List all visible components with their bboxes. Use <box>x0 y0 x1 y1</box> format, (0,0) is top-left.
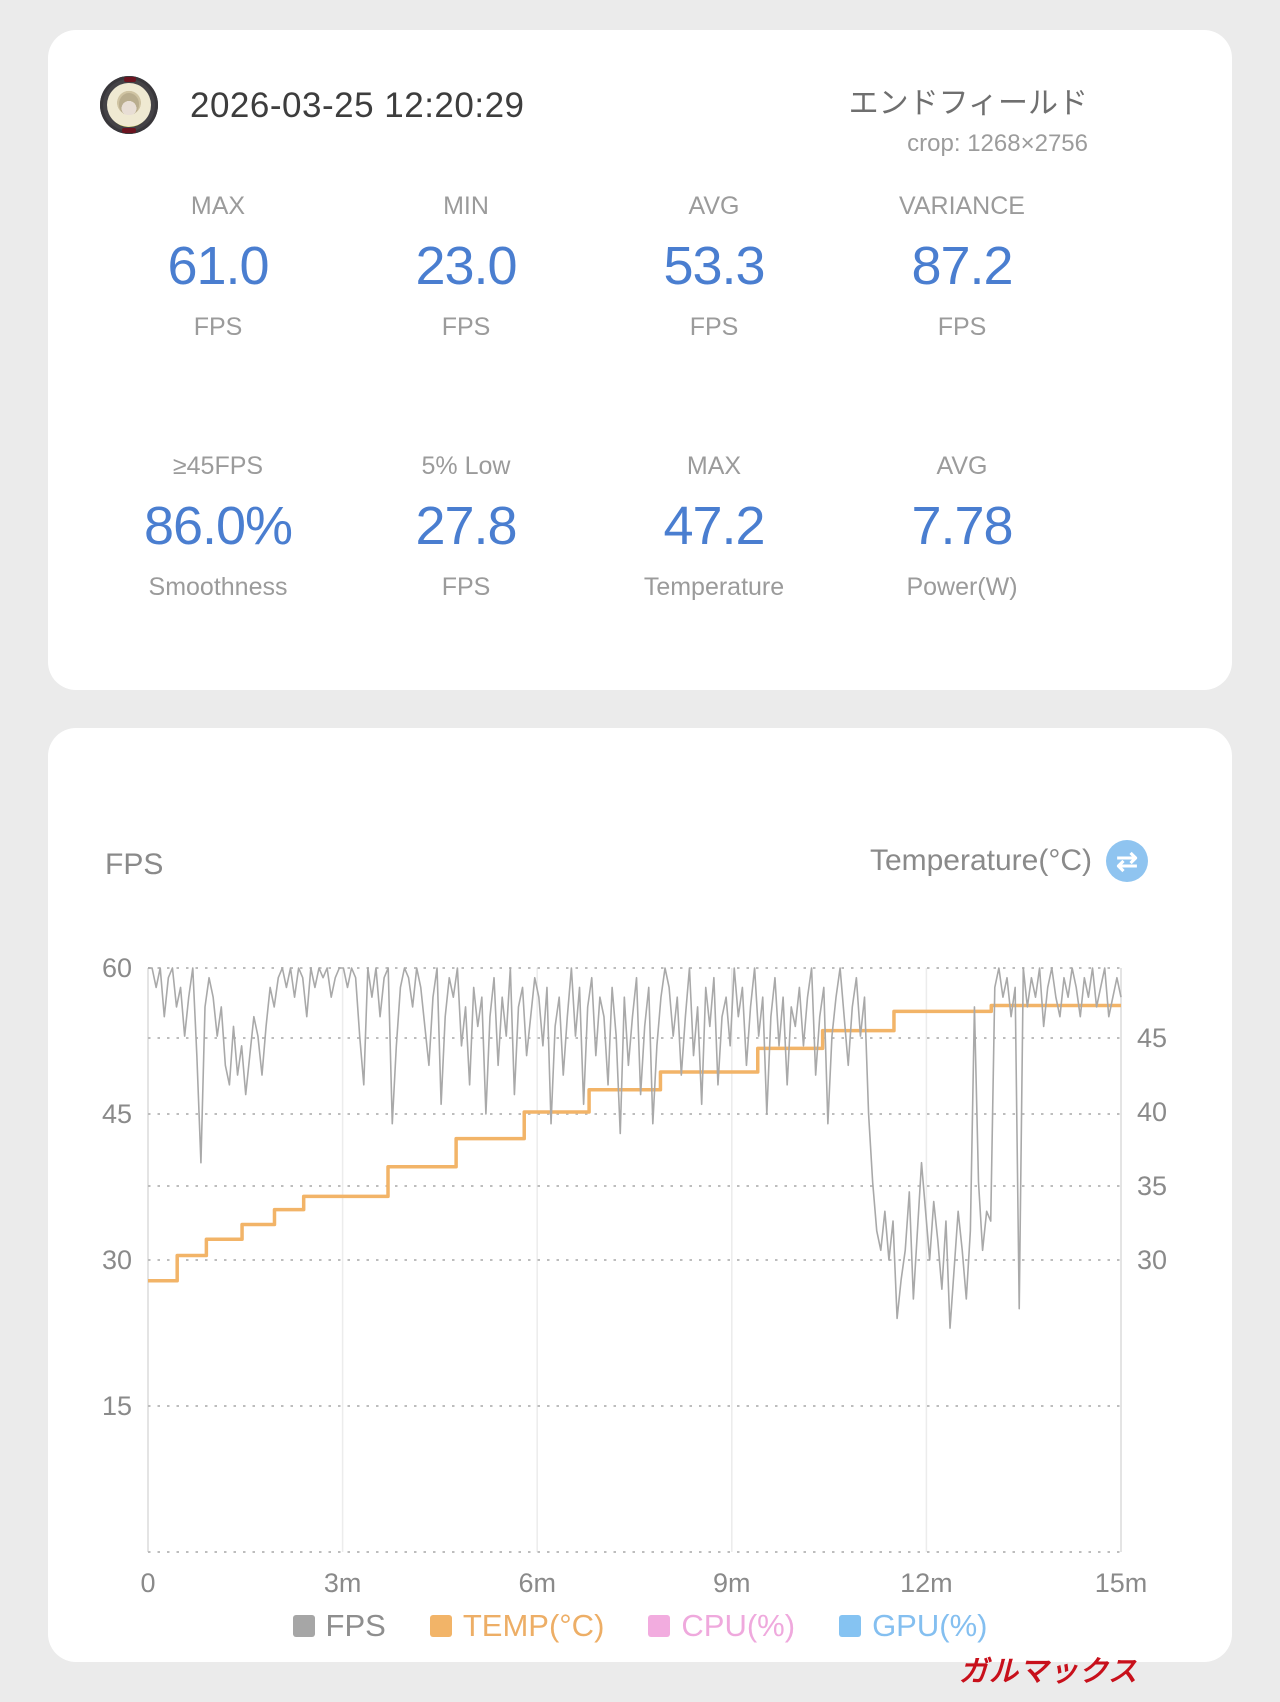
svg-text:12m: 12m <box>900 1568 953 1598</box>
stat-label: VARIANCE <box>899 192 1025 220</box>
stat-unit: Power(W) <box>906 573 1018 601</box>
svg-text:30: 30 <box>1137 1245 1167 1275</box>
svg-text:0: 0 <box>140 1568 155 1598</box>
legend-swatch <box>429 1615 452 1637</box>
stat-unit: Temperature <box>643 573 785 601</box>
stat-unit: FPS <box>689 313 739 341</box>
legend-label: FPS <box>325 1608 386 1643</box>
stat-value: 7.78 <box>911 496 1013 556</box>
stat-label: 5% Low <box>421 452 511 480</box>
stat-value: 53.3 <box>663 236 765 296</box>
performance-chart: 60 45 30 15 45 40 35 30 0 3m 6m 9m 12m 15m <box>102 953 1167 1598</box>
watermark: ガルマックス <box>958 1656 1138 1688</box>
stat-unit: FPS <box>441 573 491 601</box>
app-icon <box>100 76 158 134</box>
app-icon-accent-bottom <box>122 128 136 133</box>
crop-resolution-info: crop: 1268×2756 <box>907 130 1088 157</box>
chart-legend: FPS TEMP(°C) CPU(%) GPU(%) <box>48 1608 1232 1644</box>
legend-label: GPU(%) <box>872 1608 988 1643</box>
stat-value: 47.2 <box>663 496 765 556</box>
legend-label: TEMP(°C) <box>462 1608 605 1643</box>
stat-avg-power: AVG 7.78 Power(W) <box>838 452 1086 602</box>
legend-swatch <box>292 1615 315 1637</box>
stats-card: 2026-03-25 12:20:29 エンドフィールド crop: 1268×… <box>48 30 1232 690</box>
stat-unit: FPS <box>193 313 243 341</box>
legend-item-tempc[interactable]: TEMP(°C) <box>429 1608 605 1644</box>
stat-label: AVG <box>936 452 988 480</box>
stat-avg-fps: AVG 53.3 FPS <box>590 192 838 342</box>
stat-smoothness: ≥45FPS 86.0% Smoothness <box>94 452 342 602</box>
svg-text:9m: 9m <box>713 1568 751 1598</box>
legend-swatch <box>648 1615 671 1637</box>
legend-item-fps[interactable]: FPS <box>292 1608 386 1644</box>
app-title: エンドフィールド <box>848 87 1088 120</box>
app-icon-character <box>119 93 139 115</box>
right-axis-title: Temperature(°C) <box>869 844 1092 877</box>
stat-max-fps: MAX 61.0 FPS <box>94 192 342 342</box>
stats-row-1: MAX 61.0 FPS MIN 23.0 FPS AVG 53.3 FPS V… <box>94 192 1086 342</box>
stat-5pct-low: 5% Low 27.8 FPS <box>342 452 590 602</box>
stat-label: MIN <box>443 192 489 220</box>
svg-text:30: 30 <box>102 1245 132 1275</box>
record-datetime: 2026-03-25 12:20:29 <box>190 86 525 125</box>
stat-unit: FPS <box>937 313 987 341</box>
swap-arrows-icon: ⇄ <box>1116 845 1138 876</box>
stat-label: MAX <box>686 452 742 480</box>
legend-swatch <box>839 1615 862 1637</box>
left-axis-title: FPS <box>105 848 164 881</box>
legend-item-cpu[interactable]: CPU(%) <box>648 1608 795 1644</box>
app-icon-accent <box>124 77 136 82</box>
svg-text:35: 35 <box>1137 1171 1167 1201</box>
stat-value: 61.0 <box>167 236 269 296</box>
stat-min-fps: MIN 23.0 FPS <box>342 192 590 342</box>
stat-value: 86.0% <box>143 496 293 556</box>
svg-text:40: 40 <box>1137 1097 1167 1127</box>
stat-value: 27.8 <box>415 496 517 556</box>
svg-text:6m: 6m <box>518 1568 556 1598</box>
swap-axis-button[interactable]: ⇄ <box>1106 840 1148 882</box>
stat-label: AVG <box>688 192 740 220</box>
stat-max-temperature: MAX 47.2 Temperature <box>590 452 838 602</box>
svg-text:3m: 3m <box>324 1568 362 1598</box>
legend-item-gpu[interactable]: GPU(%) <box>839 1608 987 1644</box>
chart-card: FPS Temperature(°C) ⇄ 60 45 30 15 45 40 35 30 0 3… <box>48 728 1232 1662</box>
legend-label: CPU(%) <box>681 1608 796 1643</box>
svg-text:15m: 15m <box>1095 1568 1148 1598</box>
stat-unit: FPS <box>441 313 491 341</box>
stat-value: 87.2 <box>911 236 1013 296</box>
svg-text:45: 45 <box>102 1099 132 1129</box>
svg-text:15: 15 <box>102 1391 132 1421</box>
stat-label: ≥45FPS <box>172 452 264 480</box>
stat-variance-fps: VARIANCE 87.2 FPS <box>838 192 1086 342</box>
stat-value: 23.0 <box>415 236 517 296</box>
stat-unit: Smoothness <box>148 573 288 601</box>
svg-text:60: 60 <box>102 953 132 983</box>
stat-label: MAX <box>190 192 246 220</box>
svg-text:45: 45 <box>1137 1023 1167 1053</box>
stats-row-2: ≥45FPS 86.0% Smoothness 5% Low 27.8 FPS … <box>94 452 1086 602</box>
